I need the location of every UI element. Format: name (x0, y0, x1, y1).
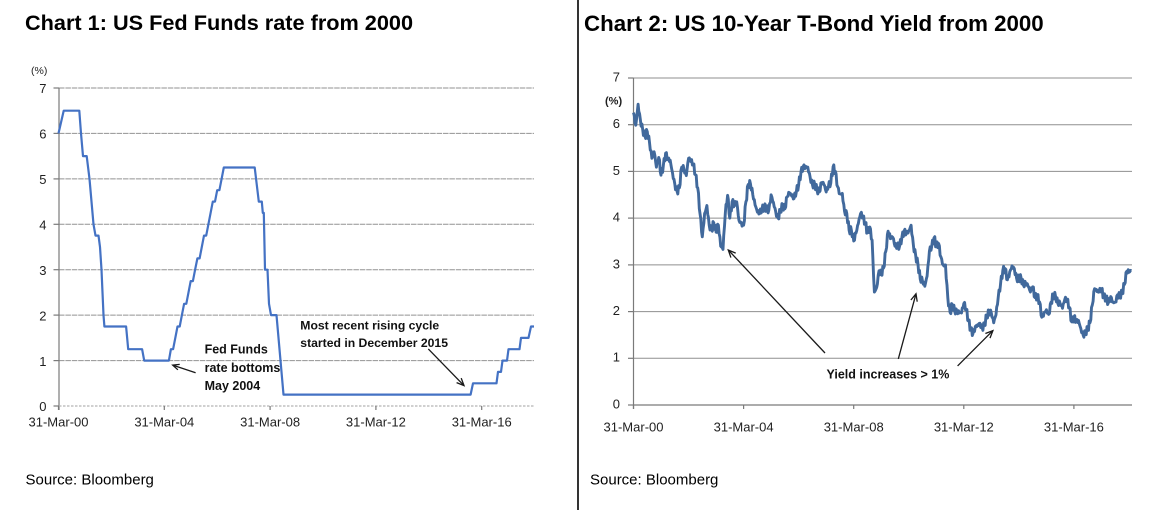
svg-text:7: 7 (613, 69, 620, 84)
svg-text:started in December 2015: started in December 2015 (300, 336, 448, 350)
svg-text:31-Mar-12: 31-Mar-12 (934, 420, 994, 435)
svg-text:6: 6 (613, 116, 620, 131)
svg-text:rate bottoms: rate bottoms (205, 361, 281, 375)
svg-text:May 2004: May 2004 (205, 379, 261, 393)
svg-text:3: 3 (39, 263, 46, 278)
svg-text:Chart 2: US 10-Year T-Bond Yie: Chart 2: US 10-Year T-Bond Yield from 20… (584, 11, 1044, 36)
svg-text:5: 5 (613, 163, 620, 178)
svg-text:0: 0 (39, 399, 46, 414)
svg-text:0: 0 (613, 396, 620, 411)
svg-text:31-Mar-12: 31-Mar-12 (346, 415, 406, 430)
svg-text:4: 4 (39, 218, 46, 233)
svg-text:2: 2 (613, 303, 620, 318)
svg-text:5: 5 (39, 172, 46, 187)
svg-text:31-Mar-00: 31-Mar-00 (29, 415, 89, 430)
svg-text:31-Mar-00: 31-Mar-00 (604, 420, 664, 435)
svg-text:31-Mar-04: 31-Mar-04 (714, 420, 774, 435)
svg-text:2: 2 (39, 308, 46, 323)
svg-text:1: 1 (613, 350, 620, 365)
svg-text:7: 7 (39, 81, 46, 96)
svg-text:31-Mar-16: 31-Mar-16 (452, 415, 512, 430)
svg-text:1: 1 (39, 354, 46, 369)
svg-text:Source: Bloomberg: Source: Bloomberg (26, 472, 154, 489)
svg-text:31-Mar-16: 31-Mar-16 (1044, 420, 1104, 435)
svg-text:(%): (%) (605, 96, 622, 108)
svg-text:31-Mar-04: 31-Mar-04 (134, 415, 194, 430)
svg-text:Chart 1: US Fed Funds rate fro: Chart 1: US Fed Funds rate from 2000 (25, 10, 413, 35)
svg-text:Most recent rising cycle: Most recent rising cycle (300, 319, 439, 333)
svg-text:31-Mar-08: 31-Mar-08 (240, 415, 300, 430)
svg-text:31-Mar-08: 31-Mar-08 (824, 420, 884, 435)
svg-text:(%): (%) (31, 65, 47, 77)
svg-text:Source: Bloomberg: Source: Bloomberg (590, 472, 718, 489)
svg-text:3: 3 (613, 256, 620, 271)
svg-text:6: 6 (39, 127, 46, 142)
svg-text:Fed Funds: Fed Funds (205, 343, 268, 357)
svg-text:Yield increases > 1%: Yield increases > 1% (827, 368, 950, 382)
svg-text:4: 4 (613, 210, 620, 225)
